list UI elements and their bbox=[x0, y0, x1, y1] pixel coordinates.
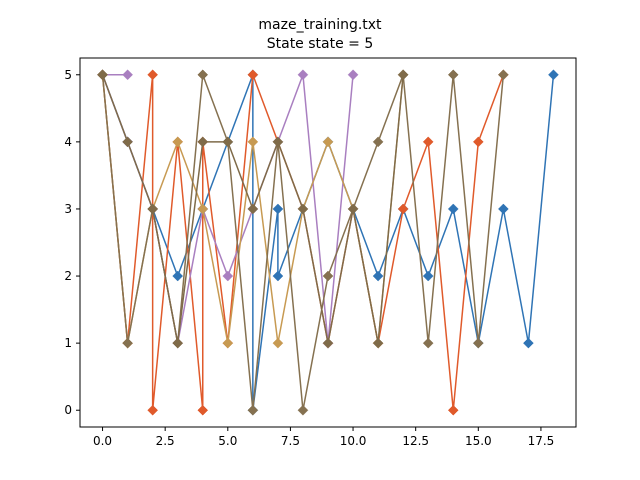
data-point-marker bbox=[322, 136, 334, 148]
data-point-marker bbox=[472, 136, 484, 148]
data-point-marker bbox=[197, 404, 209, 416]
data-point-marker bbox=[172, 136, 184, 148]
y-tick-label: 4 bbox=[64, 135, 72, 149]
data-point-marker bbox=[497, 203, 509, 215]
data-point-marker bbox=[347, 69, 359, 81]
data-point-marker bbox=[272, 270, 284, 282]
data-point-marker bbox=[422, 136, 434, 148]
x-tick-label: 10.0 bbox=[340, 434, 367, 448]
data-point-marker bbox=[147, 69, 159, 81]
data-point-marker bbox=[222, 337, 234, 349]
data-point-marker bbox=[372, 136, 384, 148]
data-point-marker bbox=[222, 270, 234, 282]
y-tick-label: 1 bbox=[64, 336, 72, 350]
x-tick-label: 7.5 bbox=[281, 434, 300, 448]
data-point-marker bbox=[272, 136, 284, 148]
data-point-marker bbox=[447, 203, 459, 215]
data-point-marker bbox=[372, 270, 384, 282]
x-tick-label: 2.5 bbox=[156, 434, 175, 448]
y-tick-label: 0 bbox=[64, 403, 72, 417]
data-point-marker bbox=[548, 69, 559, 81]
y-tick-label: 3 bbox=[64, 202, 72, 216]
x-tick-label: 12.5 bbox=[402, 434, 429, 448]
data-point-marker bbox=[197, 136, 209, 148]
data-point-marker bbox=[447, 69, 459, 81]
data-point-marker bbox=[523, 337, 534, 349]
data-point-marker bbox=[472, 337, 484, 349]
data-point-marker bbox=[397, 69, 409, 81]
x-tick-label: 0.0 bbox=[93, 434, 112, 448]
data-point-marker bbox=[297, 203, 309, 215]
data-point-marker bbox=[147, 404, 159, 416]
data-point-marker bbox=[247, 203, 259, 215]
data-point-marker bbox=[297, 404, 309, 416]
data-point-marker bbox=[247, 136, 259, 148]
data-point-marker bbox=[122, 337, 133, 349]
data-point-marker bbox=[197, 69, 209, 81]
data-point-marker bbox=[122, 69, 133, 81]
data-point-marker bbox=[397, 203, 409, 215]
data-point-marker bbox=[347, 203, 359, 215]
series-layer bbox=[97, 69, 559, 416]
data-point-marker bbox=[297, 69, 309, 81]
data-point-marker bbox=[247, 69, 259, 81]
data-point-marker bbox=[447, 404, 459, 416]
data-point-marker bbox=[97, 69, 108, 81]
data-point-marker bbox=[372, 337, 384, 349]
data-point-marker bbox=[172, 270, 184, 282]
data-point-marker bbox=[422, 270, 434, 282]
data-point-marker bbox=[222, 136, 234, 148]
x-tick-label: 17.5 bbox=[528, 434, 555, 448]
data-point-marker bbox=[172, 337, 184, 349]
data-point-marker bbox=[322, 337, 334, 349]
chart-title: maze_training.txt bbox=[258, 17, 382, 33]
y-tick-label: 5 bbox=[64, 68, 72, 82]
data-point-marker bbox=[322, 270, 334, 282]
x-tick-label: 15.0 bbox=[465, 434, 492, 448]
data-point-marker bbox=[197, 203, 209, 215]
y-axis: 0 1 2 3 4 5 bbox=[64, 68, 80, 417]
x-axis: 0.0 2.5 5.0 7.5 10.0 12.5 15.0 17.5 bbox=[93, 427, 554, 448]
x-tick-label: 5.0 bbox=[218, 434, 237, 448]
data-point-marker bbox=[247, 404, 259, 416]
data-point-marker bbox=[147, 203, 159, 215]
chart-subtitle: State state = 5 bbox=[267, 36, 374, 52]
data-point-marker bbox=[497, 69, 509, 81]
plot-frame bbox=[79, 57, 577, 428]
data-point-marker bbox=[272, 203, 284, 215]
series-5 bbox=[97, 69, 409, 349]
data-point-marker bbox=[272, 337, 284, 349]
data-point-marker bbox=[122, 136, 133, 148]
data-point-marker bbox=[422, 337, 434, 349]
y-tick-label: 2 bbox=[64, 269, 72, 283]
